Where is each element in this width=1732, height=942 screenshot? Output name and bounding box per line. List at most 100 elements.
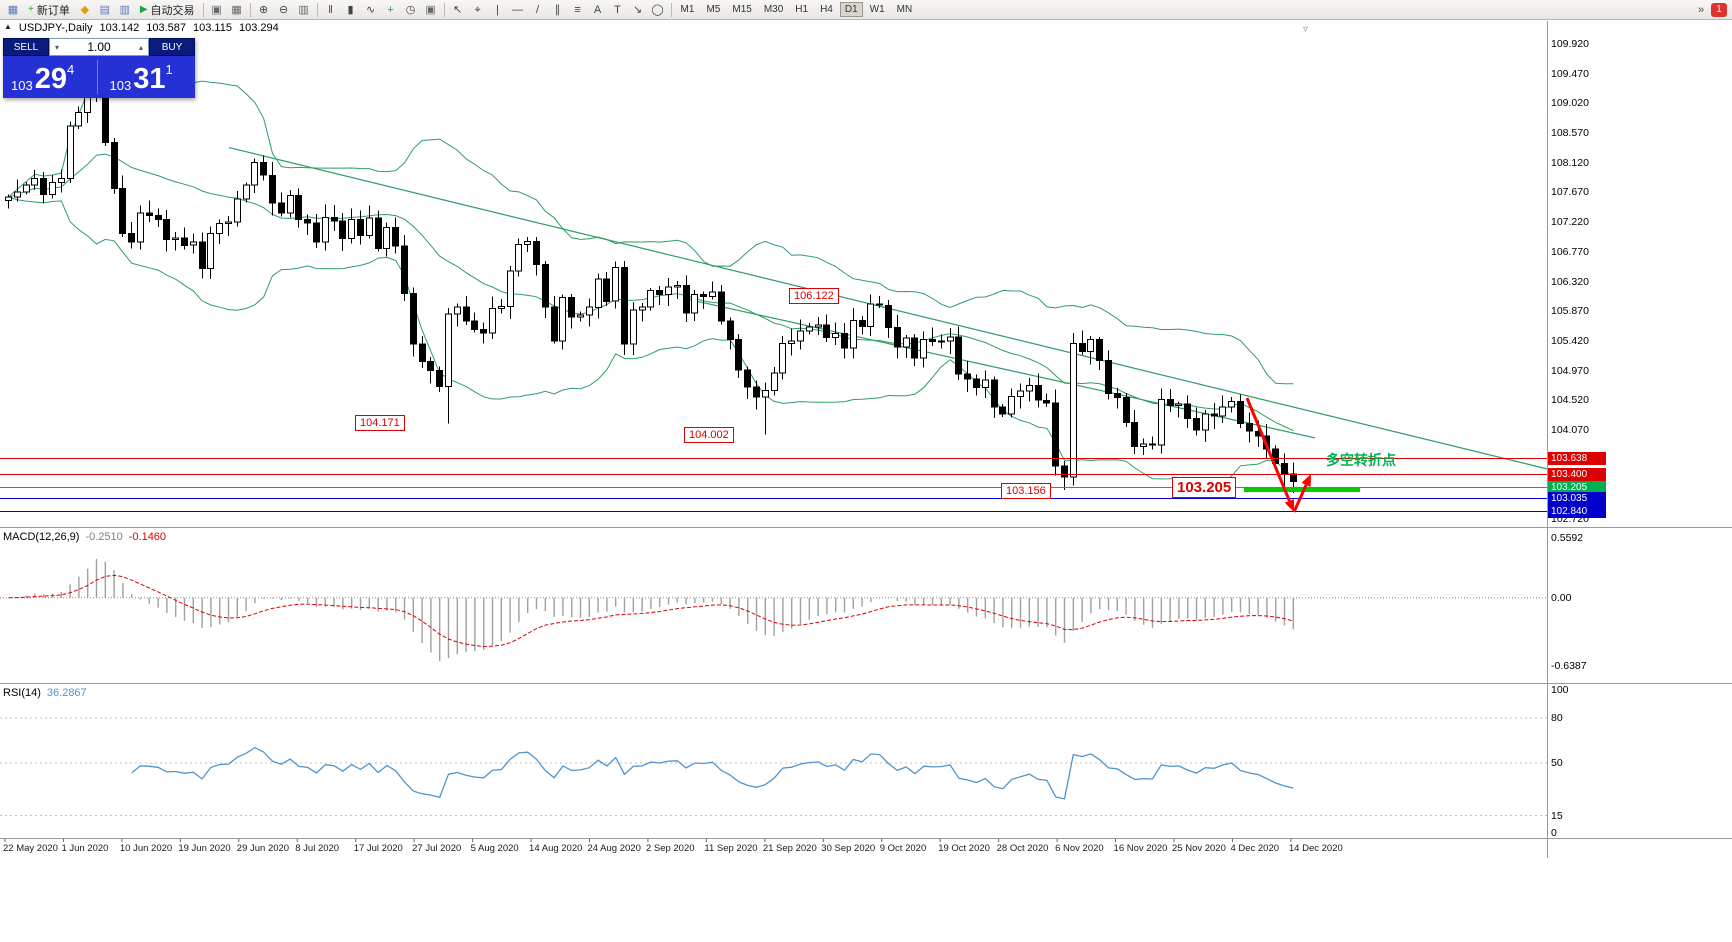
rsi-axis-label: 0 — [1551, 827, 1557, 839]
autotrading-button[interactable]: ▶ 自动交易 — [135, 1, 200, 19]
price-axis-label: 109.470 — [1551, 67, 1589, 80]
zoom-in-icon[interactable]: ⊕ — [258, 3, 269, 16]
ask-pips: 31 — [133, 63, 166, 95]
timeframe-m15[interactable]: M15 — [727, 2, 756, 17]
date-label: 30 Sep 2020 — [821, 843, 876, 854]
toolbar-overflow-icon[interactable]: » — [1697, 3, 1705, 16]
chart-price-label[interactable]: 106.122 — [789, 288, 839, 304]
timeframe-w1[interactable]: W1 — [865, 2, 890, 17]
toolbar-separator — [249, 2, 251, 17]
turning-point-note[interactable]: 多空转折点 — [1326, 452, 1396, 468]
price-axis-label: 105.870 — [1551, 305, 1589, 318]
one-click-trading-panel: SELL ▾ 1.00 ▴ BUY 103 29 4 103 31 1 — [3, 38, 195, 98]
date-label: 9 Oct 2020 — [879, 843, 927, 854]
channel-icon[interactable]: ∥ — [554, 3, 561, 16]
label-icon[interactable]: T — [614, 3, 621, 16]
price-axis-label: 104.520 — [1551, 394, 1589, 407]
cursor-icon[interactable]: ↖ — [452, 3, 463, 16]
text-icon[interactable]: A — [593, 3, 602, 16]
price-axis-label: 107.220 — [1551, 216, 1589, 229]
volume-increase-button[interactable]: ▴ — [138, 42, 143, 52]
main-chart-area[interactable] — [0, 21, 1547, 527]
vertical-line-icon[interactable]: | — [496, 3, 499, 16]
trendline-icon[interactable]: / — [536, 3, 540, 16]
shapes-icon[interactable]: ◯ — [651, 3, 664, 16]
volume-value[interactable]: 1.00 — [87, 40, 111, 54]
bar-chart-icon[interactable]: ‖ — [328, 3, 333, 16]
timeframe-d1[interactable]: D1 — [839, 2, 863, 17]
market-watch-icon[interactable]: ▤ — [99, 3, 111, 16]
notification-badge[interactable]: 1 — [1711, 2, 1727, 17]
line-chart-icon[interactable]: ∿ — [365, 3, 376, 16]
chart-price-label[interactable]: 103.205 — [1172, 477, 1237, 498]
price-axis[interactable] — [1548, 21, 1732, 858]
quote-high: 103.587 — [146, 22, 187, 34]
date-label: 14 Dec 2020 — [1288, 843, 1343, 854]
data-window-icon[interactable]: ▥ — [119, 3, 131, 16]
fibonacci-icon[interactable]: ≡ — [574, 3, 581, 16]
chart-price-label[interactable]: 103.156 — [1001, 483, 1051, 499]
rsi-axis-label: 50 — [1551, 757, 1563, 769]
chart-title-bar: ▲ USDJPY-,Daily 103.142 103.587 103.115 … — [4, 22, 279, 34]
rsi-indicator-label: RSI(14) 36.2867 — [3, 687, 87, 699]
templates-icon[interactable]: ▣ — [425, 3, 436, 16]
date-label: 8 Jul 2020 — [295, 843, 340, 854]
arrange-charts-icon[interactable]: ▥ — [298, 3, 309, 16]
timeframe-m1[interactable]: M1 — [676, 2, 700, 17]
price-axis-label: 108.570 — [1551, 127, 1589, 140]
macd-main-value: -0.2510 — [85, 531, 123, 543]
rsi-panel-area[interactable] — [0, 684, 1547, 838]
trade-panel-prices: 103 29 4 103 31 1 — [3, 56, 195, 98]
chart-price-label[interactable]: 104.002 — [684, 427, 734, 443]
timeframe-mn[interactable]: MN — [892, 2, 918, 17]
chart-price-label[interactable]: 104.171 — [355, 415, 405, 431]
time-axis[interactable]: 22 May 2020 1 Jun 2020 10 Jun 2020 19 Jun 2… — [0, 839, 1547, 861]
sell-button[interactable]: SELL — [3, 38, 49, 56]
periods-icon[interactable]: ◷ — [405, 3, 416, 16]
volume-stepper[interactable]: ▾ 1.00 ▴ — [49, 38, 149, 56]
new-order-button[interactable]: + 新订单 — [23, 1, 75, 19]
price-axis-label: 105.420 — [1551, 334, 1589, 347]
toolbar-separator — [202, 2, 204, 17]
timeframe-h4[interactable]: H4 — [815, 2, 838, 17]
bid-pips: 29 — [34, 63, 67, 95]
buy-button[interactable]: BUY — [149, 38, 195, 56]
date-label: 5 Aug 2020 — [470, 843, 519, 854]
price-tag: 103.205 — [1548, 480, 1606, 494]
candlestick-chart-icon[interactable]: ▮ — [347, 3, 354, 16]
crosshair-icon[interactable]: ⌖ — [474, 3, 481, 16]
timeframe-m5[interactable]: M5 — [701, 2, 725, 17]
price-axis-label: 108.120 — [1551, 156, 1589, 169]
toolbar-separator — [670, 2, 672, 17]
horizontal-line-icon[interactable]: ― — [512, 3, 524, 16]
new-chart-icon[interactable]: ▦ — [7, 3, 19, 16]
cascade-windows-icon[interactable]: ▣ — [211, 3, 222, 16]
bid-point: 4 — [66, 62, 75, 77]
bid-figure: 103 — [11, 78, 33, 93]
date-label: 24 Aug 2020 — [587, 843, 641, 854]
ask-figure: 103 — [109, 78, 132, 93]
ask-point: 1 — [165, 62, 173, 77]
rsi-axis-label: 100 — [1551, 684, 1569, 696]
volume-decrease-button[interactable]: ▾ — [54, 42, 59, 52]
arrow-tool-icon[interactable]: ↘ — [632, 3, 643, 16]
date-label: 25 Nov 2020 — [1172, 843, 1226, 854]
ask-price-display[interactable]: 103 31 1 — [98, 56, 196, 98]
date-label: 2 Sep 2020 — [645, 843, 695, 854]
tile-windows-icon[interactable]: ▦ — [231, 3, 242, 16]
rsi-name: RSI(14) — [3, 687, 41, 699]
date-label: 4 Dec 2020 — [1230, 843, 1280, 854]
metaeditor-icon[interactable]: ◆ — [80, 3, 90, 16]
price-tag: 103.638 — [1548, 451, 1606, 465]
bid-price-display[interactable]: 103 29 4 — [3, 56, 97, 98]
indicators-icon[interactable]: + — [387, 3, 394, 16]
zoom-out-icon[interactable]: ⊖ — [278, 3, 289, 16]
chart-shift-marker[interactable]: ▿ — [1303, 24, 1309, 35]
macd-panel-area[interactable] — [0, 528, 1547, 683]
timeframe-h1[interactable]: H1 — [790, 2, 813, 17]
toolbar: ▦ + 新订单 ◆ ▤ ▥ ▶ 自动交易 ▣ ▦ ⊕ ⊖ ▥ ‖ ▮ ∿ + ◷ ▣ ↖ ⌖ | ― / ∥ ≡ A T ↘ ◯ M1 M5 M… — [0, 0, 1732, 20]
price-axis-label: 107.670 — [1551, 186, 1589, 199]
macd-indicator-label: MACD(12,26,9) -0.2510 -0.1460 — [3, 531, 166, 543]
date-label: 11 Sep 2020 — [704, 843, 758, 854]
timeframe-m30[interactable]: M30 — [759, 2, 788, 17]
